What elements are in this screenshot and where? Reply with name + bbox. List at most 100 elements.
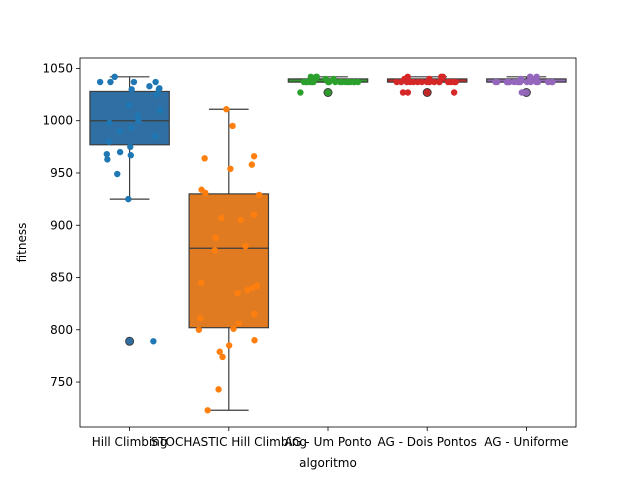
data-point xyxy=(155,86,163,93)
data-point xyxy=(244,286,251,294)
data-point xyxy=(451,78,458,86)
data-point xyxy=(201,155,208,162)
data-point xyxy=(130,78,138,86)
data-point xyxy=(135,117,142,124)
box-group-1 xyxy=(89,73,170,346)
data-point xyxy=(255,191,263,199)
data-point xyxy=(518,89,525,96)
data-point xyxy=(211,247,218,254)
data-point xyxy=(297,89,304,96)
box-group-5 xyxy=(486,73,567,97)
data-point xyxy=(103,150,111,158)
data-point xyxy=(156,107,164,114)
data-point xyxy=(128,124,135,132)
data-point xyxy=(229,122,236,130)
data-point xyxy=(332,78,339,86)
data-point xyxy=(215,386,222,393)
data-point xyxy=(527,78,534,86)
x-tick-label: Hill Climbing xyxy=(92,435,168,449)
data-point xyxy=(134,112,142,119)
data-point xyxy=(436,78,443,86)
data-point xyxy=(127,152,135,159)
data-point xyxy=(219,353,226,361)
y-tick-label: 850 xyxy=(50,271,73,285)
data-point xyxy=(438,73,445,81)
y-tick-label: 800 xyxy=(50,323,73,337)
data-point xyxy=(225,342,233,349)
data-point xyxy=(105,138,113,145)
y-tick-label: 900 xyxy=(50,218,73,232)
data-point xyxy=(104,156,111,163)
data-point xyxy=(127,143,134,151)
data-point xyxy=(307,73,314,81)
data-point xyxy=(300,78,308,86)
x-tick-label: AG - Uniforme xyxy=(484,435,568,449)
data-point xyxy=(251,337,258,344)
data-point xyxy=(515,78,523,86)
data-point xyxy=(116,127,123,135)
data-point xyxy=(404,89,412,96)
data-point xyxy=(96,78,104,86)
data-point xyxy=(227,165,234,173)
y-tick-label: 1050 xyxy=(42,61,73,75)
data-point xyxy=(116,148,124,156)
plot-area xyxy=(89,73,567,414)
y-tick-label: 950 xyxy=(50,166,73,180)
data-point xyxy=(450,89,458,96)
data-point xyxy=(510,78,518,86)
data-point xyxy=(216,348,223,355)
data-point xyxy=(152,78,159,86)
data-point xyxy=(310,78,317,86)
data-point xyxy=(202,189,209,197)
data-point xyxy=(128,86,135,93)
x-tick-label: AG - Dois Pontos xyxy=(378,435,477,449)
data-point xyxy=(230,325,237,332)
outlier-marker xyxy=(422,87,432,97)
x-tick-label: STOCHASTIC Hill Climbing xyxy=(151,435,307,449)
y-tick-label: 1000 xyxy=(42,114,73,128)
data-point xyxy=(151,133,159,140)
data-point xyxy=(237,216,244,224)
data-point xyxy=(248,161,256,168)
box-group-2 xyxy=(188,106,270,414)
data-point xyxy=(212,234,219,241)
outlier-marker xyxy=(125,336,135,346)
data-point xyxy=(431,78,438,86)
data-point xyxy=(235,320,243,327)
data-point xyxy=(197,315,204,322)
data-point xyxy=(242,242,249,250)
data-point xyxy=(251,310,258,318)
data-point xyxy=(397,78,405,86)
data-point xyxy=(234,289,241,297)
x-axis-label: algoritmo xyxy=(299,456,357,470)
data-point xyxy=(347,78,354,86)
data-point xyxy=(324,78,332,86)
data-point xyxy=(111,73,118,81)
data-point xyxy=(336,78,344,86)
data-point xyxy=(426,78,433,86)
data-point xyxy=(195,326,203,333)
data-point xyxy=(107,78,114,86)
data-point xyxy=(534,78,542,86)
y-tick-label: 750 xyxy=(50,375,73,389)
data-point xyxy=(403,78,411,86)
data-point xyxy=(506,78,513,86)
data-point xyxy=(197,279,205,286)
box-group-3 xyxy=(287,73,369,97)
data-point xyxy=(250,211,258,218)
outlier-marker xyxy=(323,87,333,97)
data-point xyxy=(223,106,230,113)
data-point xyxy=(393,78,400,86)
data-point xyxy=(312,73,320,81)
data-point xyxy=(125,195,132,203)
data-point xyxy=(106,119,113,127)
data-point xyxy=(153,91,160,98)
data-point xyxy=(150,338,157,345)
x-tick-label: AG - Um Ponto xyxy=(284,435,371,449)
data-point xyxy=(146,83,153,90)
data-point xyxy=(204,407,211,414)
data-point xyxy=(418,78,425,86)
axes: 750 800 850 900 950 1000 1050 Hill ClimbingSTOC… xyxy=(42,61,568,449)
